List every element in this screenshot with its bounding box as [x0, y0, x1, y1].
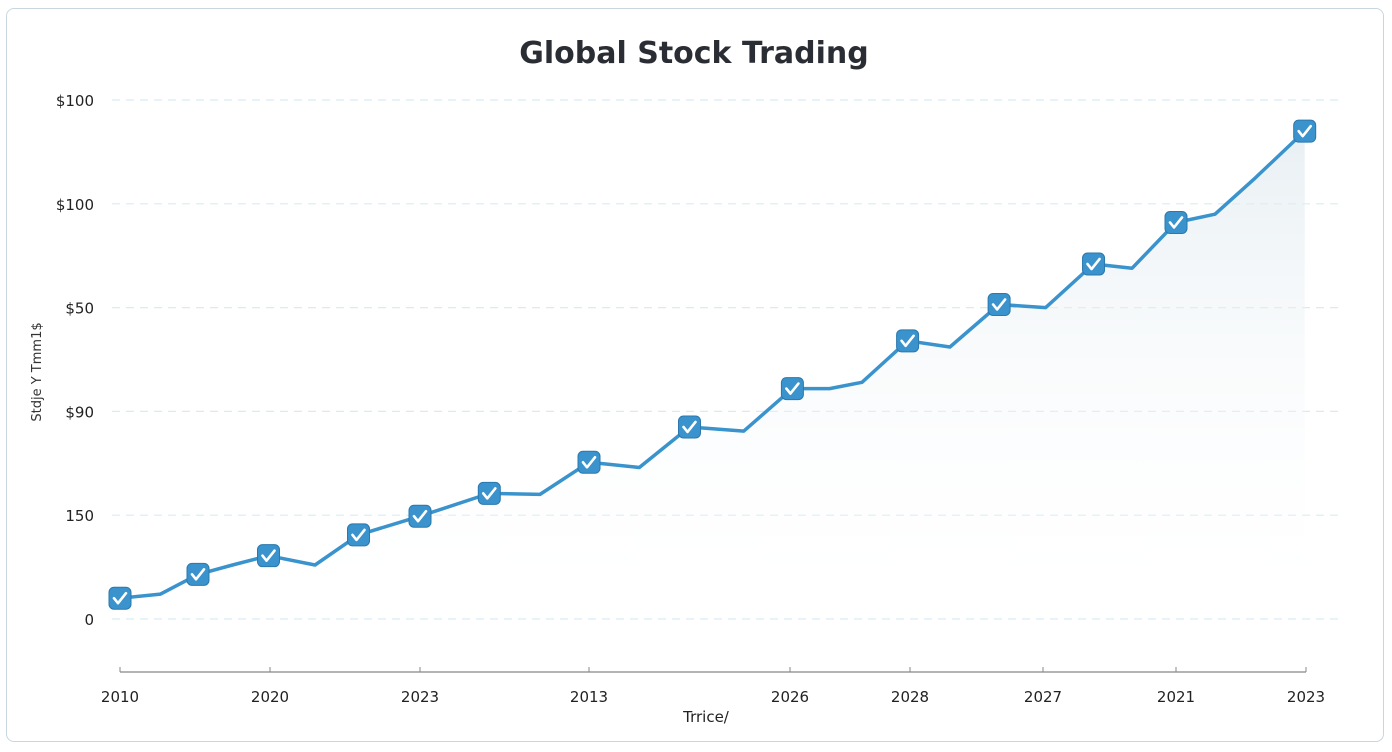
series-area [120, 131, 1305, 619]
data-point-marker [108, 586, 132, 610]
x-tick-label: 2026 [771, 688, 809, 706]
data-point-marker [477, 481, 501, 505]
x-axis-label: Trrice/ [682, 708, 730, 726]
x-tick-label: 2023 [1287, 688, 1325, 706]
y-axis-label: Stdje Y Tmm1$ [30, 322, 45, 421]
marker-box [896, 329, 920, 353]
data-point-marker [987, 292, 1011, 316]
y-tick-label: $90 [65, 403, 94, 421]
marker-box [477, 481, 501, 505]
marker-box [987, 292, 1011, 316]
x-tick-label: 2021 [1157, 688, 1195, 706]
checkmark-icon [261, 549, 276, 562]
marker-box [1164, 210, 1188, 234]
marker-box [1293, 119, 1317, 143]
marker-box [577, 450, 601, 474]
y-tick-label: 0 [84, 611, 94, 629]
checkmark-icon [481, 487, 497, 500]
data-point-marker [1164, 210, 1188, 234]
chart-title: Global Stock Trading [519, 36, 869, 71]
marker-box [678, 415, 701, 439]
x-tick-label: 2010 [101, 688, 139, 706]
checkmark-icon [1086, 257, 1101, 271]
x-tick-label: 2013 [570, 688, 608, 706]
checkmark-icon [682, 420, 697, 434]
checkmark-icon [900, 334, 915, 348]
data-point-marker [780, 377, 804, 401]
y-tick-label: 150 [65, 507, 94, 525]
data-point-marker [678, 415, 701, 439]
series-line [119, 129, 1306, 600]
y-tick-label: $50 [65, 300, 94, 318]
checkmark-icon [190, 568, 206, 581]
marker-box [186, 562, 210, 586]
marker-box [347, 523, 370, 547]
x-tick-label: 2023 [401, 688, 439, 706]
data-point-marker [896, 329, 920, 353]
x-tick-label: 2027 [1024, 688, 1062, 706]
y-tick-label: $100 [56, 92, 94, 110]
data-point-marker [257, 544, 280, 568]
data-point-marker [186, 562, 210, 586]
marker-box [108, 586, 132, 610]
marker-box [1082, 252, 1106, 276]
checkmark-icon [991, 298, 1007, 311]
chart-frame [6, 8, 1384, 742]
checkmark-icon [1168, 216, 1184, 229]
x-tick-label: 2020 [251, 688, 289, 706]
data-point-marker [347, 523, 370, 547]
data-point-marker [1293, 119, 1317, 143]
checkmark-icon [112, 591, 128, 605]
data-point-marker [408, 504, 432, 528]
marker-box [408, 504, 432, 528]
marker-box [257, 544, 280, 568]
x-tick-label: 2028 [891, 688, 929, 706]
data-point-marker [577, 450, 601, 474]
marker-box [780, 377, 804, 401]
checkmark-icon [1297, 124, 1312, 138]
checkmark-icon [412, 509, 428, 523]
checkmark-icon [351, 528, 366, 542]
y-tick-label: $100 [56, 196, 94, 214]
data-point-marker [1082, 252, 1106, 276]
checkmark-icon [581, 455, 597, 469]
checkmark-icon [785, 382, 800, 395]
